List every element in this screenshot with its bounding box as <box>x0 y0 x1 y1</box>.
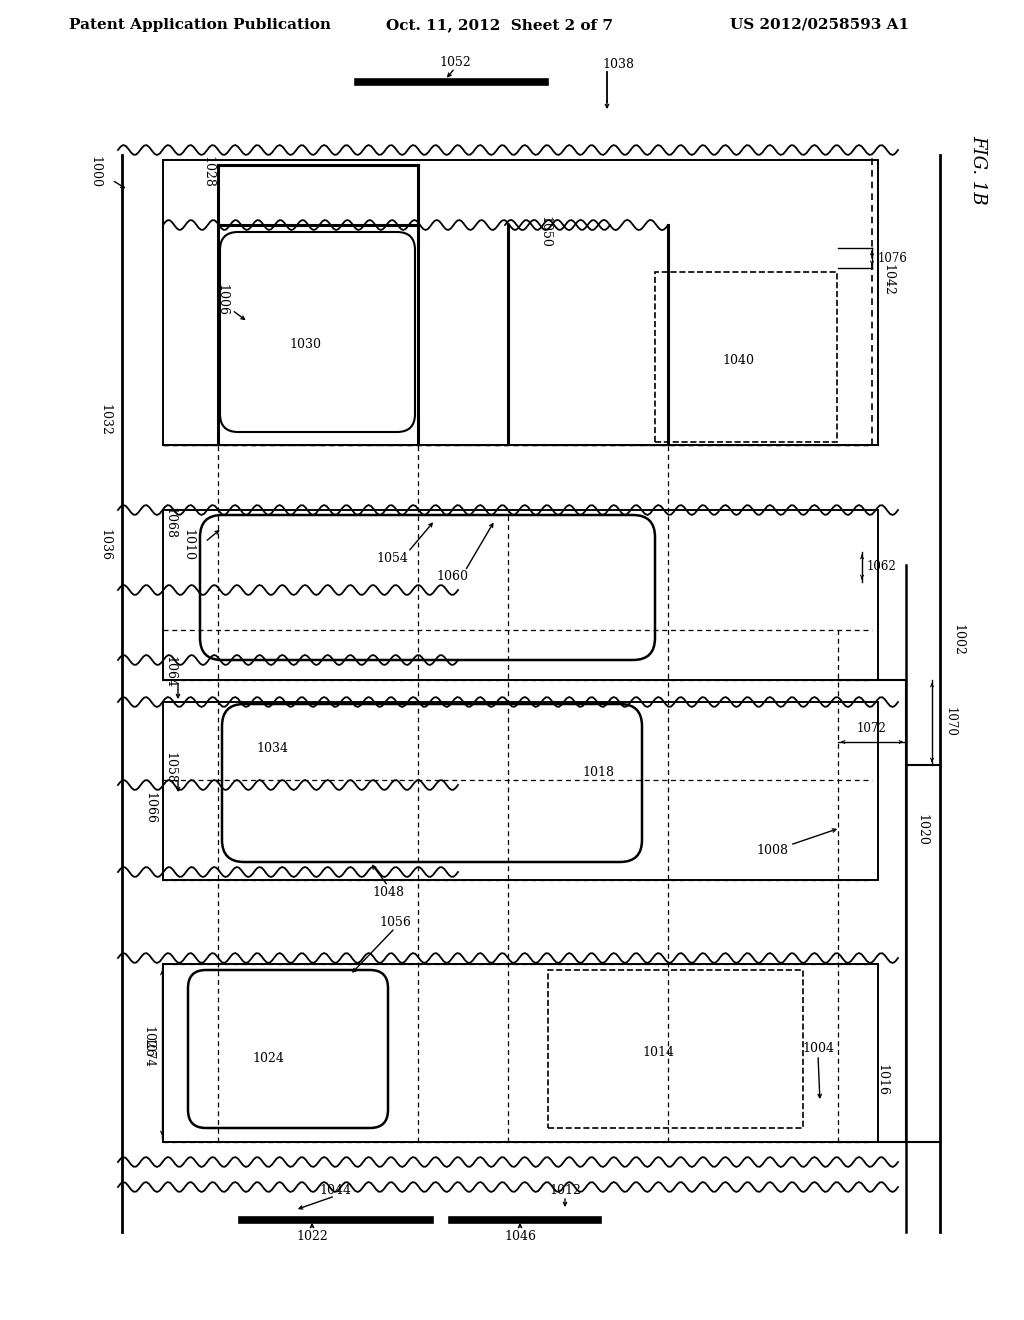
Text: 1032: 1032 <box>98 404 112 436</box>
Text: 1000: 1000 <box>88 156 101 187</box>
Text: 1010: 1010 <box>181 529 195 561</box>
Text: 1048: 1048 <box>372 886 404 899</box>
Text: 1028: 1028 <box>202 156 214 187</box>
Text: 1044: 1044 <box>319 1184 351 1196</box>
Text: 1056: 1056 <box>379 916 411 928</box>
Text: 1074: 1074 <box>141 1038 155 1068</box>
Text: 1004: 1004 <box>802 1041 834 1055</box>
Bar <box>163 702 878 880</box>
Text: Oct. 11, 2012  Sheet 2 of 7: Oct. 11, 2012 Sheet 2 of 7 <box>386 18 613 32</box>
Text: Patent Application Publication: Patent Application Publication <box>69 18 331 32</box>
Text: 1012: 1012 <box>549 1184 581 1196</box>
Text: 1022: 1022 <box>296 1230 328 1243</box>
Text: US 2012/0258593 A1: US 2012/0258593 A1 <box>730 18 909 32</box>
Bar <box>163 964 878 1142</box>
Text: 1034: 1034 <box>256 742 288 755</box>
Text: 1070: 1070 <box>943 708 956 737</box>
Text: 1020: 1020 <box>915 814 929 846</box>
Text: 1038: 1038 <box>602 58 634 71</box>
Text: 1076: 1076 <box>878 252 908 264</box>
Text: 1018: 1018 <box>582 766 614 779</box>
Text: 1058: 1058 <box>164 752 176 784</box>
Text: 1046: 1046 <box>504 1230 536 1243</box>
Text: 1054: 1054 <box>376 552 408 565</box>
Bar <box>163 510 878 680</box>
Text: 1072: 1072 <box>857 722 887 734</box>
Text: FIG. 1B: FIG. 1B <box>969 135 987 205</box>
Text: 1060: 1060 <box>436 570 468 583</box>
Text: 1036: 1036 <box>98 529 112 561</box>
Text: 1050: 1050 <box>539 216 552 248</box>
Bar <box>548 970 803 1129</box>
Text: 1008: 1008 <box>756 843 788 857</box>
Text: 1030: 1030 <box>289 338 321 351</box>
Text: 1024: 1024 <box>252 1052 284 1064</box>
Text: 1006: 1006 <box>215 284 228 315</box>
Bar <box>163 160 878 445</box>
Text: 1068: 1068 <box>164 507 176 539</box>
Text: 1040: 1040 <box>722 354 754 367</box>
Text: 1052: 1052 <box>439 55 471 69</box>
Text: 1016: 1016 <box>876 1064 889 1096</box>
Text: 1042: 1042 <box>882 264 895 296</box>
Text: 1062: 1062 <box>867 561 897 573</box>
Bar <box>655 272 837 442</box>
Text: 1014: 1014 <box>642 1045 674 1059</box>
Text: 1064: 1064 <box>164 656 176 688</box>
Text: 1066: 1066 <box>143 792 157 824</box>
Text: 1002: 1002 <box>951 624 965 656</box>
Text: 1026: 1026 <box>141 1026 155 1057</box>
